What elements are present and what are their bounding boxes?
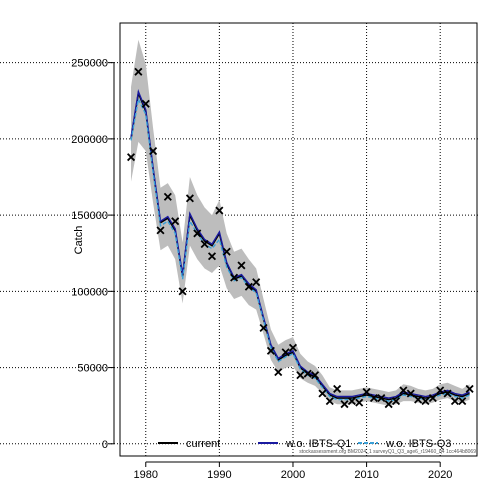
- observation-marker: [274, 368, 283, 377]
- observation-marker: [414, 395, 423, 404]
- y-tick-label: 0: [102, 439, 108, 451]
- x-axis: 1980 1990 2000 2010 2020: [134, 461, 452, 480]
- observation-marker: [127, 153, 136, 162]
- observation-marker: [266, 346, 275, 355]
- legend-label-1: current: [186, 438, 220, 450]
- observation-markers: [127, 67, 474, 409]
- observation-marker: [362, 387, 371, 397]
- observation-marker: [391, 397, 401, 406]
- observation-marker: [340, 400, 349, 409]
- observation-marker: [141, 99, 150, 108]
- observation-marker: [156, 226, 165, 235]
- observation-marker: [134, 67, 143, 76]
- observation-marker: [458, 397, 467, 406]
- observation-marker: [185, 194, 194, 203]
- observation-marker: [222, 247, 231, 256]
- footnote: stockassessment.org BM2024_1 surveyQ1_Q3…: [299, 449, 476, 455]
- observation-marker: [436, 386, 445, 395]
- y-axis-label: Catch: [73, 226, 85, 255]
- observation-marker: [296, 371, 305, 380]
- observation-marker: [193, 229, 202, 238]
- observation-marker: [450, 397, 459, 406]
- y-tick-label: 150000: [71, 210, 108, 222]
- observation-marker: [355, 398, 364, 407]
- observation-marker: [443, 389, 452, 398]
- observation-marker: [421, 397, 430, 406]
- observation-marker: [281, 348, 290, 357]
- observation-marker: [369, 394, 378, 403]
- observation-marker: [399, 386, 408, 395]
- observation-marker: [333, 384, 342, 393]
- observation-marker: [171, 217, 180, 226]
- y-tick-label: 250000: [71, 58, 108, 70]
- observation-marker: [163, 192, 172, 201]
- x-tick-label: 2010: [354, 469, 378, 480]
- observation-marker: [347, 397, 356, 406]
- observation-marker: [428, 394, 437, 403]
- observation-marker: [200, 240, 209, 249]
- legend-label-3: w.o. IBTS-Q3: [385, 438, 451, 450]
- observation-marker: [259, 323, 268, 332]
- series-line-2: [130, 89, 470, 399]
- observation-marker: [230, 273, 239, 282]
- observation-marker: [207, 252, 217, 261]
- confidence-band: [131, 39, 470, 406]
- observation-marker: [244, 282, 253, 291]
- observation-marker: [252, 278, 261, 287]
- observation-marker: [465, 384, 474, 393]
- observation-marker: [325, 397, 334, 406]
- series-line-3: [130, 96, 470, 402]
- observation-marker: [288, 343, 298, 352]
- observation-marker: [237, 261, 246, 270]
- observation-marker: [406, 389, 415, 398]
- y-tick-label: 100000: [71, 286, 108, 298]
- x-tick-label: 2000: [281, 469, 305, 480]
- observation-marker: [377, 394, 386, 403]
- observation-marker: [384, 400, 393, 409]
- legend: current w.o. IBTS-Q1 w.o. IBTS-Q3: [158, 438, 451, 450]
- observation-marker: [215, 206, 224, 215]
- observation-marker: [303, 369, 312, 378]
- y-tick-label: 50000: [77, 363, 108, 375]
- x-tick-label: 1990: [207, 469, 231, 480]
- y-axis: 0 50000 100000 150000 200000 250000: [71, 58, 115, 451]
- x-tick-label: 1980: [134, 469, 158, 480]
- legend-label-2: w.o. IBTS-Q1: [285, 438, 351, 450]
- y-tick-label: 200000: [71, 134, 108, 146]
- confidence-band-area: [131, 39, 470, 406]
- x-tick-label: 2020: [428, 469, 452, 480]
- observation-marker: [318, 389, 327, 398]
- plot-frame: [119, 22, 478, 457]
- observation-marker: [178, 287, 187, 296]
- observation-marker: [311, 371, 320, 380]
- observation-marker: [149, 147, 158, 156]
